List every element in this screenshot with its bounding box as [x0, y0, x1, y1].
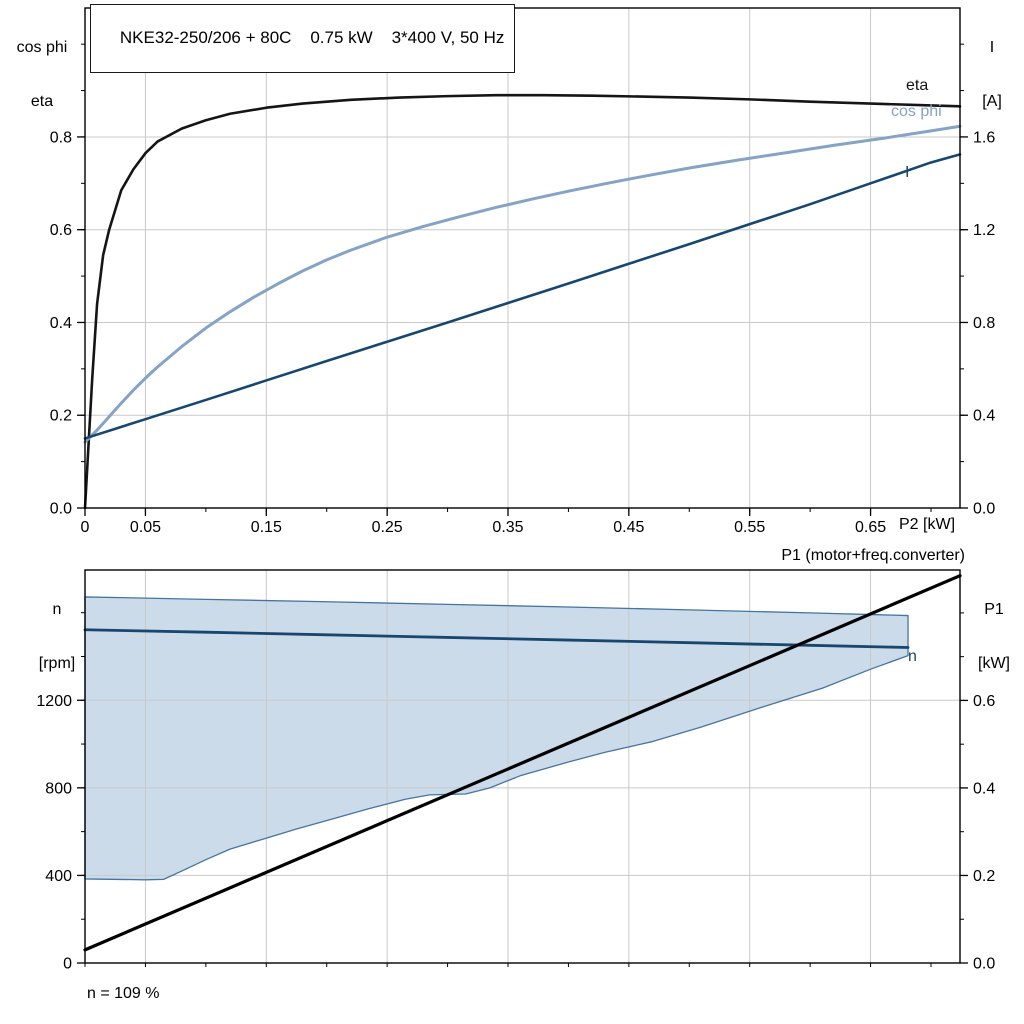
right-tick-label: 0.6 — [973, 693, 995, 710]
curve-eta — [83, 93, 962, 510]
x-tick-label: 0.05 — [130, 519, 161, 536]
x-tick-label: 0.55 — [734, 519, 765, 536]
right-tick-label: 1.6 — [973, 129, 995, 146]
right-tick-label: 0.0 — [973, 501, 995, 518]
x-tick-label: 0.15 — [251, 519, 282, 536]
plot-border — [84, 569, 961, 964]
right-tick-label: 0.0 — [973, 956, 995, 973]
axis-label-current-unit: [A] — [982, 93, 1002, 110]
curve-current — [83, 153, 962, 440]
speed-footnote: n = 109 % — [87, 985, 160, 1002]
left-tick-label: 0.0 — [50, 501, 72, 518]
curve-p1 — [83, 574, 962, 952]
left-tick-label: 800 — [45, 780, 72, 797]
x-tick-label: 0.35 — [492, 519, 523, 536]
curve-n — [83, 628, 910, 649]
curve-label-n: n — [908, 648, 917, 665]
left-tick-label: 400 — [45, 868, 72, 885]
right-tick-label: 0.2 — [973, 868, 995, 885]
top-right-axis-label: I [A] — [964, 3, 1020, 147]
x-tick-label: 0 — [81, 519, 90, 536]
bottom-left-axis-label: n [rpm] — [26, 565, 88, 709]
curve-cos-phi — [83, 124, 962, 444]
left-tick-label: 0.6 — [50, 222, 72, 239]
axis-label-cos-phi: cos phi — [16, 39, 68, 56]
axis-label-p1: P1 — [984, 601, 1004, 618]
right-tick-label: 0.4 — [973, 408, 995, 425]
curve-label-eta: eta — [906, 77, 929, 94]
x-tick-label: 0.45 — [613, 519, 644, 536]
speed-control-range-fill — [85, 596, 909, 880]
left-tick-label: 0.8 — [50, 129, 72, 146]
plot-border — [84, 7, 961, 509]
bottom-right-axis-label: P1 [kW] — [966, 565, 1022, 709]
axis-label-n-unit: [rpm] — [38, 655, 76, 672]
x-tick-label: 0.65 — [855, 519, 886, 536]
chart-title: NKE32-250/206 + 80C 0.75 kW 3*400 V, 50 … — [119, 28, 505, 47]
left-tick-label: 0 — [63, 956, 72, 973]
axis-label-eta-unit: eta — [30, 93, 54, 110]
x-tick-label: 0.25 — [372, 519, 403, 536]
curve-label-cos-phi: cos phi — [891, 103, 942, 120]
left-tick-label: 1200 — [36, 693, 72, 710]
axis-label-n: n — [52, 601, 62, 618]
chart-title-box: NKE32-250/206 + 80C 0.75 kW 3*400 V, 50 … — [90, 4, 516, 73]
right-tick-label: 0.8 — [973, 315, 995, 332]
axis-label-p1-unit: [kW] — [978, 655, 1010, 672]
left-tick-label: 0.2 — [50, 408, 72, 425]
speed-control-range-boundary — [84, 596, 909, 881]
axis-label-current: I — [989, 39, 995, 56]
top-left-axis-label: cos phi eta — [2, 3, 82, 147]
x-axis-label-p2: P2 [kW] — [899, 516, 956, 533]
curve-label-current: I — [905, 164, 910, 181]
p1-curve-title: P1 (motor+freq.converter) — [781, 547, 965, 564]
right-tick-label: 1.2 — [973, 222, 995, 239]
right-tick-label: 0.4 — [973, 780, 995, 797]
left-tick-label: 0.4 — [50, 315, 72, 332]
